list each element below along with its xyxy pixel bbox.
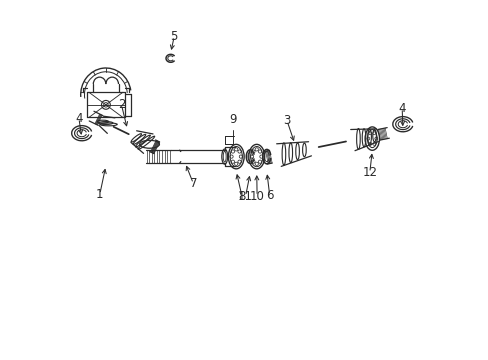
Text: 7: 7	[189, 177, 197, 190]
Text: 11: 11	[238, 190, 253, 203]
Text: 12: 12	[362, 166, 377, 179]
Text: 1: 1	[96, 188, 103, 201]
Text: 2: 2	[118, 98, 125, 111]
Text: 4: 4	[398, 102, 405, 114]
Text: 6: 6	[265, 189, 273, 202]
Text: 4: 4	[75, 112, 82, 125]
Text: 3: 3	[283, 114, 290, 127]
Text: 9: 9	[229, 113, 237, 126]
Text: 8: 8	[238, 190, 245, 203]
Text: 5: 5	[170, 30, 178, 42]
Text: 10: 10	[249, 190, 264, 203]
